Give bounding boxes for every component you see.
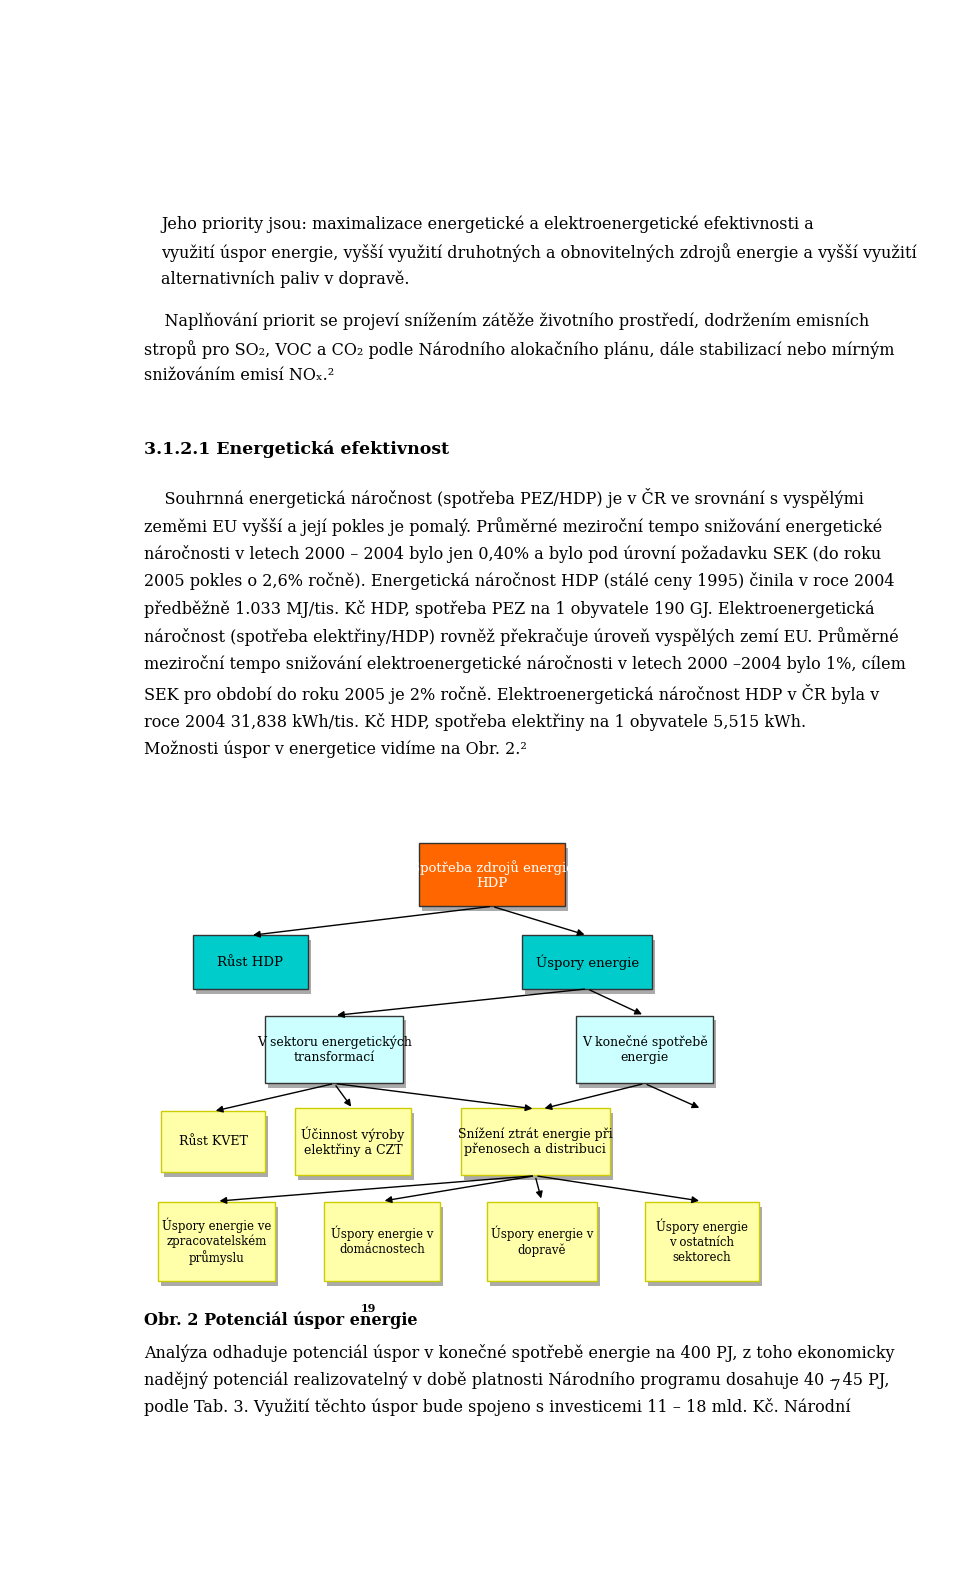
Text: Snížení ztrát energie při
přenosech a distribuci: Snížení ztrát energie při přenosech a di… <box>458 1127 612 1157</box>
Text: Spotřeba zdrojů energie
HDP: Spotřeba zdrojů energie HDP <box>411 860 573 890</box>
FancyBboxPatch shape <box>422 848 567 911</box>
Text: Růst HDP: Růst HDP <box>217 955 283 969</box>
Text: 19: 19 <box>360 1303 375 1314</box>
FancyBboxPatch shape <box>461 1108 610 1176</box>
FancyBboxPatch shape <box>161 1207 278 1286</box>
FancyBboxPatch shape <box>269 1020 406 1089</box>
FancyBboxPatch shape <box>648 1207 761 1286</box>
Text: Naplňování priorit se projeví snížením zátěže životního prostředí, dodržením emi: Naplňování priorit se projeví snížením z… <box>144 314 895 385</box>
Text: V konečné spotřebě
energie: V konečné spotřebě energie <box>582 1035 708 1064</box>
FancyBboxPatch shape <box>525 941 656 994</box>
FancyBboxPatch shape <box>576 1015 713 1083</box>
Text: 7: 7 <box>830 1379 840 1393</box>
Text: Úspory energie: Úspory energie <box>536 955 638 969</box>
FancyBboxPatch shape <box>158 1202 276 1281</box>
Text: Úspory energie v
domácnostech: Úspory energie v domácnostech <box>330 1226 433 1256</box>
FancyBboxPatch shape <box>420 843 564 906</box>
FancyBboxPatch shape <box>464 1113 612 1180</box>
Text: Analýza odhaduje potenciál úspor v konečné spotřebě energie na 400 PJ, z toho ek: Analýza odhaduje potenciál úspor v koneč… <box>144 1344 895 1415</box>
Text: Účinnost výroby
elektřiny a CZT: Účinnost výroby elektřiny a CZT <box>301 1127 404 1157</box>
FancyBboxPatch shape <box>161 1111 265 1173</box>
FancyBboxPatch shape <box>266 1015 403 1083</box>
FancyBboxPatch shape <box>522 936 653 988</box>
Text: Obr. 2 Potenciál úspor energie: Obr. 2 Potenciál úspor energie <box>144 1311 418 1329</box>
FancyBboxPatch shape <box>296 1108 411 1176</box>
Text: V sektoru energetických
transformací: V sektoru energetických transformací <box>257 1035 412 1064</box>
Text: 3.1.2.1 Energetická efektivnost: 3.1.2.1 Energetická efektivnost <box>144 440 449 457</box>
FancyBboxPatch shape <box>327 1207 443 1286</box>
Text: Růst KVET: Růst KVET <box>179 1135 248 1149</box>
FancyBboxPatch shape <box>645 1202 758 1281</box>
FancyBboxPatch shape <box>299 1113 414 1180</box>
Text: Souhrnná energetická náročnost (spotřeba PEZ/HDP) je v ČR ve srovnání s vyspělým: Souhrnná energetická náročnost (spotřeba… <box>144 487 905 731</box>
Text: Možnosti úspor v energetice vidíme na Obr. 2.²: Možnosti úspor v energetice vidíme na Ob… <box>144 741 527 758</box>
Text: Úspory energie
v ostatních
sektorech: Úspory energie v ostatních sektorech <box>656 1218 748 1264</box>
FancyBboxPatch shape <box>193 936 308 988</box>
FancyBboxPatch shape <box>579 1020 716 1089</box>
FancyBboxPatch shape <box>490 1207 600 1286</box>
FancyBboxPatch shape <box>164 1116 268 1177</box>
FancyBboxPatch shape <box>324 1202 440 1281</box>
Text: Úspory energie v
dopravě: Úspory energie v dopravě <box>491 1226 593 1256</box>
FancyBboxPatch shape <box>487 1202 597 1281</box>
Text: Úspory energie ve
zpracovatelském
průmyslu: Úspory energie ve zpracovatelském průmys… <box>162 1217 272 1266</box>
Text: Jeho priority jsou: maximalizace energetické a elektroenergetické efektivnosti a: Jeho priority jsou: maximalizace energet… <box>161 216 917 288</box>
FancyBboxPatch shape <box>196 941 311 994</box>
